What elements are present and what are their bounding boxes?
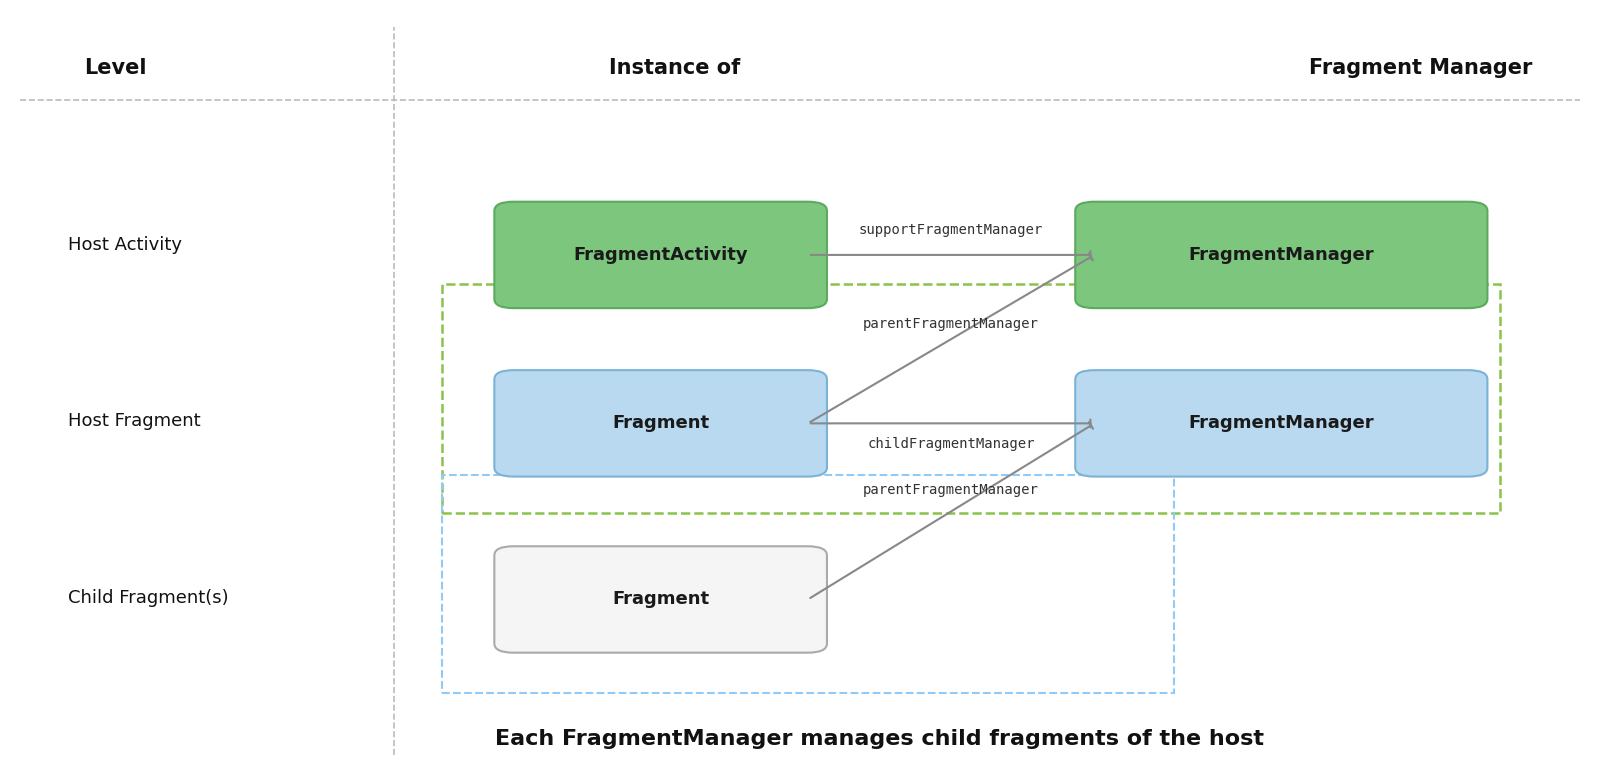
Text: Fragment: Fragment (613, 414, 709, 433)
FancyBboxPatch shape (494, 546, 827, 652)
Text: Level: Level (83, 58, 146, 77)
Text: parentFragmentManager: parentFragmentManager (862, 484, 1038, 498)
Text: Each FragmentManager manages child fragments of the host: Each FragmentManager manages child fragm… (494, 729, 1264, 749)
FancyBboxPatch shape (1075, 202, 1488, 308)
FancyBboxPatch shape (1075, 370, 1488, 477)
Text: Instance of: Instance of (610, 58, 741, 77)
Text: childFragmentManager: childFragmentManager (867, 437, 1035, 451)
Text: Child Fragment(s): Child Fragment(s) (67, 588, 229, 607)
Bar (442, 475, 1174, 694)
Text: supportFragmentManager: supportFragmentManager (859, 223, 1043, 237)
Text: FragmentManager: FragmentManager (1189, 414, 1374, 433)
Bar (442, 283, 1501, 513)
FancyBboxPatch shape (494, 202, 827, 308)
Text: Fragment Manager: Fragment Manager (1309, 58, 1533, 77)
Text: Host Fragment: Host Fragment (67, 413, 200, 430)
FancyBboxPatch shape (494, 370, 827, 477)
Text: FragmentManager: FragmentManager (1189, 246, 1374, 264)
Text: FragmentActivity: FragmentActivity (573, 246, 747, 264)
Text: Host Activity: Host Activity (67, 236, 182, 255)
Text: parentFragmentManager: parentFragmentManager (862, 317, 1038, 331)
Text: Fragment: Fragment (613, 591, 709, 608)
